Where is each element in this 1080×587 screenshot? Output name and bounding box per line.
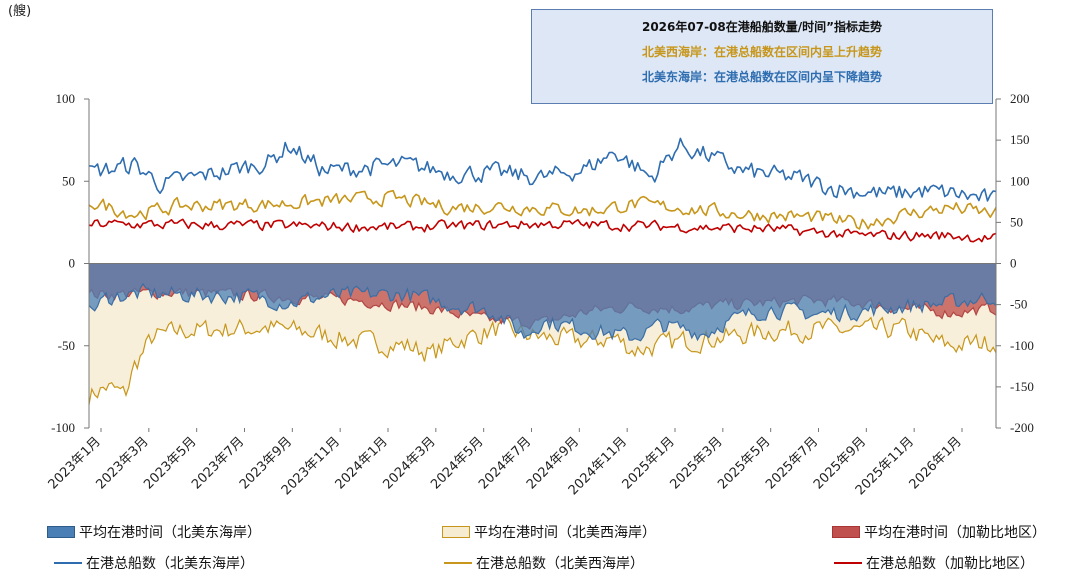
left-tick-label: 50 (62, 173, 75, 188)
left-tick-label: -100 (51, 420, 75, 435)
unit-label: (艘) (8, 3, 31, 19)
line-series-2 (88, 218, 997, 243)
area-series-layer (88, 263, 997, 405)
right-tick-label: -150 (1010, 379, 1034, 394)
chart-canvas: 100 50 0 -50 -100 200 150 100 50 0 -50 -100 -150 -200… (8, 3, 1034, 498)
chart-title: 2026年07-08在港船舶数量/时间”指标走势 (641, 20, 883, 34)
legend-item-west-count: 在港总船数（北美西海岸） (444, 552, 644, 574)
legend-line-carib-count (834, 562, 862, 564)
right-tick-label: 0 (1010, 256, 1017, 271)
legend-swatch-carib-time (832, 526, 860, 538)
right-tick-label: 100 (1010, 173, 1030, 188)
right-tick-label: 200 (1010, 91, 1030, 106)
left-tick-label: 0 (69, 256, 76, 271)
axes-layer: 100 50 0 -50 -100 200 150 100 50 0 -50 -100 -150 -200 (51, 91, 1034, 435)
legend-line-west-count (444, 562, 472, 564)
legend: 平均在港时间（北美东海岸） 平均在港时间（北美西海岸） 平均在港时间（加勒比地区… (0, 520, 1080, 587)
legend-label-west-time: 平均在港时间（北美西海岸） (474, 525, 656, 541)
area-series-3 (89, 263, 996, 341)
legend-item-carib-count: 在港总船数（加勒比地区） (834, 552, 1034, 574)
legend-item-carib-time: 平均在港时间（加勒比地区） (832, 521, 1046, 543)
annotation-east-coast: 北美东海岸：在港总船数在区间内呈下降趋势 (641, 70, 882, 84)
legend-item-west-time: 平均在港时间（北美西海岸） (442, 521, 656, 543)
legend-swatch-east-time (47, 526, 75, 538)
line-series-0 (88, 137, 997, 202)
left-tick-label: -50 (58, 338, 75, 353)
right-tick-label: -50 (1010, 297, 1027, 312)
legend-label-carib-count: 在港总船数（加勒比地区） (866, 556, 1034, 572)
line-series-layer (88, 137, 997, 243)
right-tick-label: -200 (1010, 420, 1034, 435)
legend-label-east-time: 平均在港时间（北美东海岸） (79, 525, 261, 541)
area-outline-4 (88, 316, 997, 405)
legend-item-east-count: 在港总船数（北美东海岸） (54, 552, 254, 574)
legend-swatch-west-time (442, 526, 470, 538)
legend-item-east-time: 平均在港时间（北美东海岸） (47, 521, 261, 543)
x-tick-labels: 2023年1月2023年3月2023年5月2023年7月2023年9月2023年… (46, 434, 965, 498)
right-tick-label: -100 (1010, 338, 1034, 353)
line-series-1 (88, 189, 997, 230)
left-tick-label: 100 (56, 91, 76, 106)
legend-label-west-count: 在港总船数（北美西海岸） (476, 556, 644, 572)
annotation-west-coast: 北美西海岸：在港总船数在区间内呈上升趋势 (641, 45, 882, 59)
right-tick-label: 150 (1010, 132, 1030, 147)
area-outline-3 (88, 282, 997, 342)
right-tick-label: 50 (1010, 214, 1023, 229)
legend-label-carib-time: 平均在港时间（加勒比地区） (864, 525, 1046, 541)
legend-label-east-count: 在港总船数（北美东海岸） (86, 556, 254, 572)
x-tick-label: 2026年1月 (907, 434, 965, 492)
legend-line-east-count (54, 562, 82, 564)
annotation-box: 2026年07-08在港船舶数量/时间”指标走势 北美西海岸：在港总船数在区间内… (531, 9, 993, 104)
